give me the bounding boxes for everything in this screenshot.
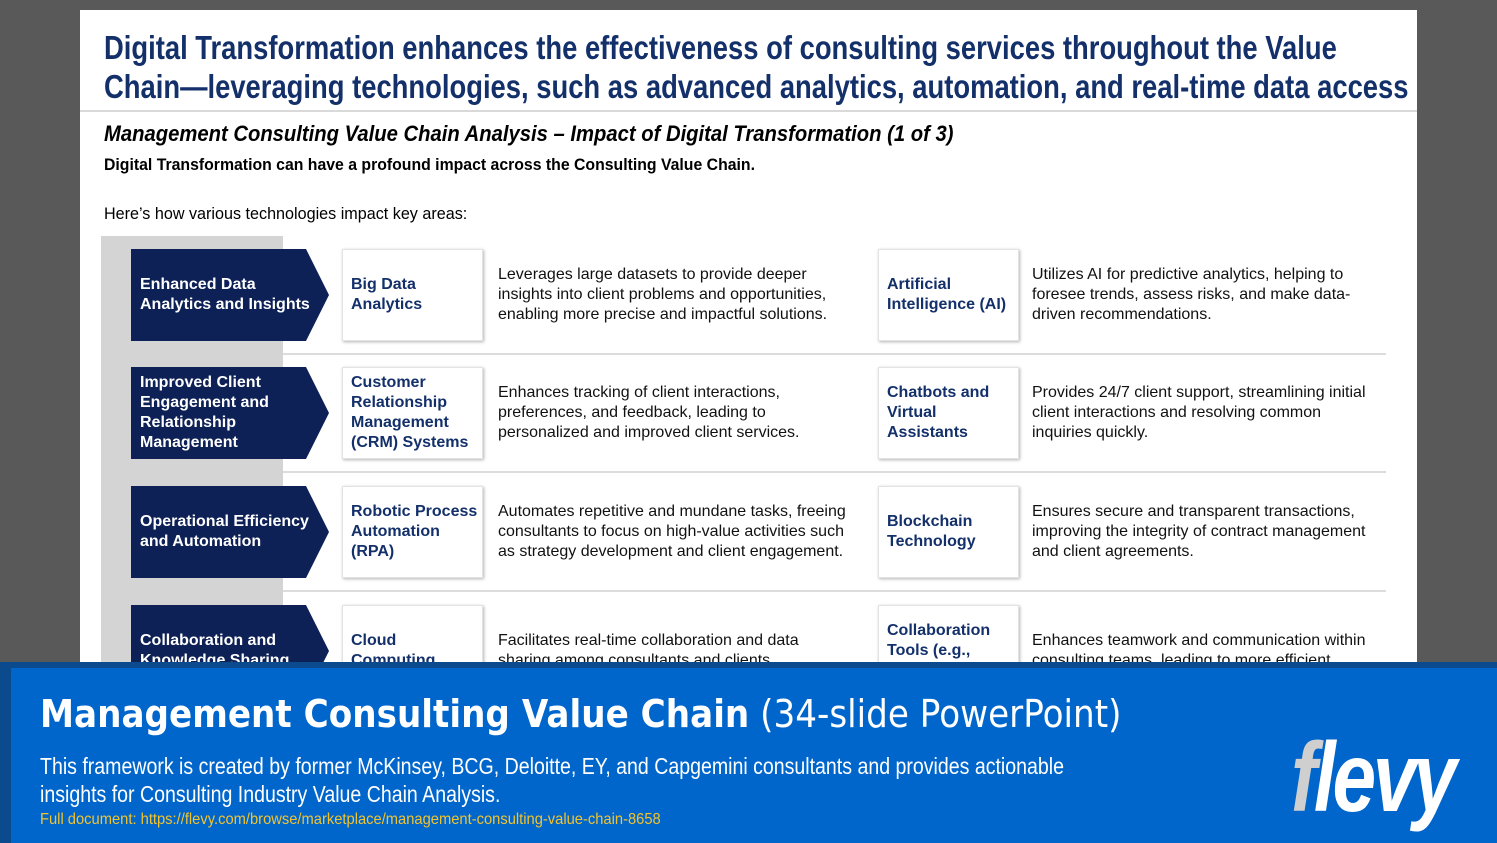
intro-text: Here’s how various technologies impact k…	[104, 204, 468, 223]
technology-box: Chatbots and Virtual Assistants	[878, 367, 1019, 459]
technology-description: Enhances teamwork and communication with…	[1032, 632, 1366, 669]
banner-desc-line-1: This framework is created by former McKi…	[40, 753, 1064, 779]
technology-description: Leverages large datasets to provide deep…	[498, 266, 828, 323]
title-line-1: Digital Transformation enhances the effe…	[104, 29, 1337, 66]
technology-label: Chatbots and Virtual Assistants	[887, 384, 990, 441]
banner-title-bold: Management Consulting Value Chain	[40, 692, 750, 736]
technology-box: Artificial Intelligence (AI)	[878, 249, 1019, 341]
banner-desc-line-2: insights for Consulting Industry Value C…	[40, 781, 501, 807]
technology-label: Artificial Intelligence (AI)	[887, 276, 1007, 313]
flevy-logo: flevy	[1291, 722, 1457, 832]
lead-text: Digital Transformation can have a profou…	[104, 155, 755, 174]
technology-description: Provides 24/7 client support, streamlini…	[1032, 384, 1366, 441]
value-chain-row: Enhanced Data Analytics and Insights Big…	[80, 249, 1417, 341]
technology-box: Blockchain Technology	[878, 486, 1019, 578]
slide-subtitle: Management Consulting Value Chain Analys…	[104, 121, 954, 146]
row-divider	[283, 353, 1386, 355]
banner-title-light: (34-slide PowerPoint)	[749, 692, 1122, 736]
value-chain-row: Collaboration and Knowledge Sharing Clou…	[80, 605, 1417, 670]
technology-box: Customer Relationship Management (CRM) S…	[342, 367, 483, 459]
technology-description: Enhances tracking of client interactions…	[498, 384, 800, 441]
technology-description: Utilizes AI for predictive analytics, he…	[1032, 266, 1351, 323]
area-chevron: Collaboration and Knowledge Sharing	[131, 605, 329, 670]
title-divider	[80, 110, 1417, 112]
technology-box: Cloud Computing	[342, 605, 483, 670]
title-line-2: Chain—leveraging technologies, such as a…	[104, 68, 1409, 105]
area-label: Improved Client Engagement and Relations…	[140, 374, 269, 451]
technology-description: Facilitates real-time collaboration and …	[498, 632, 799, 669]
technology-label: Customer Relationship Management (CRM) S…	[351, 374, 469, 451]
banner-title: Management Consulting Value Chain (34-sl…	[40, 692, 1121, 736]
technology-label: Blockchain Technology	[887, 513, 976, 550]
technology-box: Robotic Process Automation (RPA)	[342, 486, 483, 578]
area-label: Operational Efficiency and Automation	[140, 513, 309, 550]
slide-title: Digital Transformation enhances the effe…	[104, 28, 1409, 106]
area-chevron: Operational Efficiency and Automation	[131, 486, 329, 578]
technology-label: Robotic Process Automation (RPA)	[351, 503, 478, 560]
area-chevron: Improved Client Engagement and Relations…	[131, 367, 329, 459]
technology-label: Big Data Analytics	[351, 276, 423, 313]
promo-banner: Management Consulting Value Chain (34-sl…	[0, 662, 1497, 843]
value-chain-row: Improved Client Engagement and Relations…	[80, 367, 1417, 459]
area-chevron: Enhanced Data Analytics and Insights	[131, 249, 329, 341]
row-divider	[283, 590, 1386, 592]
technology-description: Ensures secure and transparent transacti…	[1032, 503, 1366, 560]
full-document-link[interactable]: Full document: https://flevy.com/browse/…	[40, 811, 661, 828]
row-divider	[283, 471, 1386, 473]
technology-box: Collaboration Tools (e.g., Microsoft	[878, 605, 1019, 670]
value-chain-row: Operational Efficiency and Automation Ro…	[80, 486, 1417, 578]
banner-description: This framework is created by former McKi…	[40, 752, 1064, 808]
area-label: Enhanced Data Analytics and Insights	[140, 276, 310, 313]
slide: Digital Transformation enhances the effe…	[80, 10, 1417, 670]
technology-box: Big Data Analytics	[342, 249, 483, 341]
technology-description: Automates repetitive and mundane tasks, …	[498, 503, 846, 560]
